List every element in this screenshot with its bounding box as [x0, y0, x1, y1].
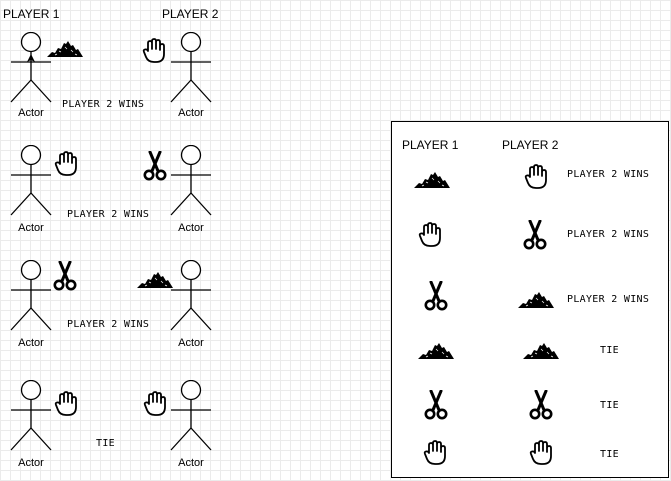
rock-icon[interactable] — [418, 342, 454, 360]
actor-player1[interactable] — [10, 260, 52, 332]
table-result: PLAYER 2 WINS — [567, 169, 650, 180]
table-result: PLAYER 2 WINS — [567, 229, 650, 240]
paper-hand-icon[interactable] — [143, 391, 167, 417]
player1-header: PLAYER 1 — [3, 7, 60, 21]
actor-player1[interactable] — [10, 32, 52, 104]
paper-hand-icon[interactable] — [54, 151, 78, 177]
rock-icon[interactable] — [47, 40, 83, 58]
actor-label: Actor — [178, 107, 204, 119]
scissors-icon[interactable] — [522, 220, 548, 250]
actor-label: Actor — [178, 337, 204, 349]
paper-hand-icon[interactable] — [142, 38, 166, 64]
actor-label: Actor — [18, 107, 44, 119]
table-result: PLAYER 2 WINS — [567, 294, 650, 305]
table-result: TIE — [600, 345, 619, 356]
actor-player2[interactable] — [170, 260, 212, 332]
table-header-player2: PLAYER 2 — [502, 138, 559, 152]
scissors-icon[interactable] — [528, 390, 554, 420]
actor-label: Actor — [18, 337, 44, 349]
actor-player2[interactable] — [170, 32, 212, 104]
scissors-icon[interactable] — [142, 151, 168, 181]
round-result: PLAYER 2 WINS — [67, 209, 150, 220]
actor-player1[interactable] — [10, 145, 52, 217]
player2-header: PLAYER 2 — [162, 7, 219, 21]
table-result: TIE — [600, 400, 619, 411]
paper-hand-icon[interactable] — [54, 391, 78, 417]
table-result: TIE — [600, 449, 619, 460]
round-result: TIE — [96, 438, 115, 449]
round-result: PLAYER 2 WINS — [67, 319, 150, 330]
paper-hand-icon[interactable] — [529, 440, 553, 466]
round-result: PLAYER 2 WINS — [62, 99, 145, 110]
paper-hand-icon[interactable] — [423, 440, 447, 466]
scissors-icon[interactable] — [423, 281, 449, 311]
actor-label: Actor — [18, 457, 44, 469]
actor-label: Actor — [18, 222, 44, 234]
paper-hand-icon[interactable] — [418, 222, 442, 248]
rock-icon[interactable] — [137, 271, 173, 289]
actor-player2[interactable] — [170, 145, 212, 217]
actor-player1[interactable] — [10, 380, 52, 452]
actor-label: Actor — [178, 222, 204, 234]
scissors-icon[interactable] — [423, 390, 449, 420]
actor-label: Actor — [178, 457, 204, 469]
rock-icon[interactable] — [523, 342, 559, 360]
scissors-icon[interactable] — [52, 261, 78, 291]
actor-player2[interactable] — [170, 380, 212, 452]
rock-icon[interactable] — [414, 171, 450, 189]
table-header-player1: PLAYER 1 — [402, 138, 459, 152]
paper-hand-icon[interactable] — [524, 164, 548, 190]
rock-icon[interactable] — [518, 291, 554, 309]
